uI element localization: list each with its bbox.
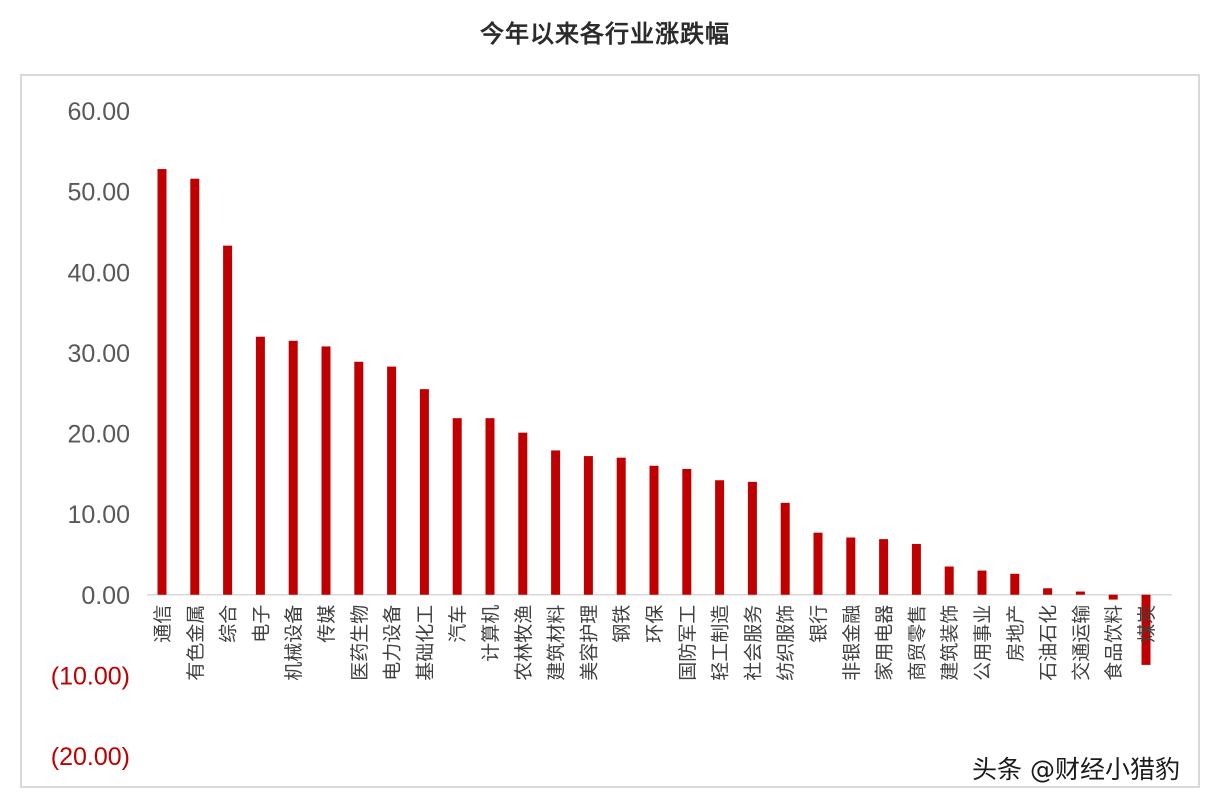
x-category-label: 国防军工 xyxy=(677,605,699,681)
x-category-label: 机械设备 xyxy=(283,605,305,681)
bar-电子 xyxy=(255,336,265,595)
bar-非银金融 xyxy=(846,537,856,595)
bar-交通运输 xyxy=(1075,591,1085,595)
x-category-label: 家用电器 xyxy=(874,605,896,681)
bar-公用事业 xyxy=(977,570,987,595)
x-category-label: 医药生物 xyxy=(349,605,371,681)
x-category-label: 轻工制造 xyxy=(710,605,732,681)
x-category-label: 电力设备 xyxy=(382,605,404,681)
watermark-text: 头条 @财经小猎豹 xyxy=(966,750,1186,786)
bar-食品饮料 xyxy=(1108,594,1118,600)
bar-计算机 xyxy=(485,418,495,595)
x-category-label: 通信 xyxy=(152,605,174,643)
bar-汽车 xyxy=(452,418,462,595)
x-category-label: 计算机 xyxy=(480,605,502,662)
chart-title: 今年以来各行业涨跌幅 xyxy=(480,20,730,48)
bar-美容护理 xyxy=(583,456,593,595)
bar-医药生物 xyxy=(354,361,364,595)
y-tick-label: 30.00 xyxy=(67,340,130,368)
x-category-label: 社会服务 xyxy=(742,605,764,681)
bar-银行 xyxy=(813,532,823,595)
x-category-label: 农林牧渔 xyxy=(513,605,535,681)
bar-钢铁 xyxy=(616,457,626,595)
chart-frame: (20.00) (10.00) 0.00 10.00 20.00 30.00 40.00 50… xyxy=(20,74,1200,788)
bar-建筑材料 xyxy=(551,450,561,595)
y-tick-label: 50.00 xyxy=(67,179,130,207)
bar-社会服务 xyxy=(747,481,757,595)
x-category-label: 交通运输 xyxy=(1070,605,1092,681)
x-category-label: 钢铁 xyxy=(611,605,633,643)
bar-chart: (20.00) (10.00) 0.00 10.00 20.00 30.00 40.00 50… xyxy=(51,98,1172,771)
bar-综合 xyxy=(223,245,233,595)
x-category-label: 煤炭 xyxy=(1136,605,1158,643)
bar-环保 xyxy=(649,465,659,595)
y-tick-label: 60.00 xyxy=(67,98,130,126)
x-category-label: 建筑材料 xyxy=(546,605,568,681)
x-category-label: 汽车 xyxy=(447,605,469,643)
bar-农林牧渔 xyxy=(518,432,528,595)
bar-基础化工 xyxy=(419,389,429,595)
x-category-label: 商贸零售 xyxy=(906,605,928,681)
x-category-label: 房地产 xyxy=(1005,605,1027,662)
x-category-label: 美容护理 xyxy=(578,605,600,681)
bar-通信 xyxy=(157,169,167,595)
x-category-label: 电子 xyxy=(250,605,272,643)
bar-国防军工 xyxy=(682,468,692,595)
x-category-label: 银行 xyxy=(808,605,830,643)
x-category-label: 综合 xyxy=(218,605,240,643)
y-tick-label: (10.00) xyxy=(51,662,130,690)
bar-传媒 xyxy=(321,346,331,595)
bar-建筑装饰 xyxy=(944,566,954,595)
x-category-label: 建筑装饰 xyxy=(939,605,961,681)
y-tick-label: 20.00 xyxy=(67,421,130,449)
x-category-label: 基础化工 xyxy=(414,605,436,681)
bar-轻工制造 xyxy=(715,480,725,595)
bar-房地产 xyxy=(1010,573,1020,595)
bar-家用电器 xyxy=(879,539,889,595)
x-category-label: 纺织服饰 xyxy=(775,605,797,681)
x-category-label: 传媒 xyxy=(316,605,338,643)
y-tick-label: 0.00 xyxy=(81,582,130,610)
y-tick-label: 10.00 xyxy=(67,501,130,529)
x-category-label: 非银金融 xyxy=(841,605,863,681)
x-category-label: 公用事业 xyxy=(972,605,994,681)
x-category-label: 食品饮料 xyxy=(1103,605,1125,681)
bar-纺织服饰 xyxy=(780,502,790,595)
x-category-label: 有色金属 xyxy=(185,605,207,681)
y-tick-label: (20.00) xyxy=(51,743,130,771)
bar-有色金属 xyxy=(190,178,200,595)
bar-煤炭 xyxy=(1141,594,1151,665)
bar-机械设备 xyxy=(288,340,298,595)
bar-电力设备 xyxy=(387,366,397,595)
bar-石油石化 xyxy=(1043,588,1053,595)
x-category-label: 环保 xyxy=(644,605,666,643)
y-tick-label: 40.00 xyxy=(67,259,130,287)
bar-商贸零售 xyxy=(911,543,921,595)
x-category-label: 石油石化 xyxy=(1038,605,1060,681)
